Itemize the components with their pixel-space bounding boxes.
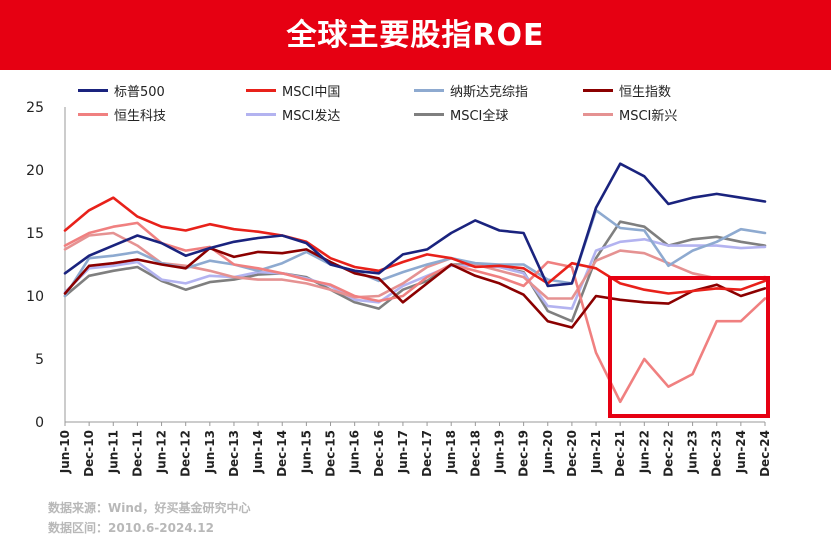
legend-swatch <box>414 88 444 92</box>
series-line-5 <box>63 238 767 310</box>
x-tick-label: Jun-15 <box>299 430 313 474</box>
x-tick-label: Dec-19 <box>517 430 531 477</box>
legend-swatch <box>78 88 108 92</box>
x-tick-label: Jun-17 <box>396 430 410 474</box>
x-tick-label: Dec-11 <box>130 430 144 477</box>
legend-item: MSCI发达 <box>246 104 340 124</box>
x-tick-label: Dec-24 <box>758 430 772 477</box>
y-tick-label: 0 <box>35 415 44 431</box>
legend-label: 标普500 <box>114 84 165 100</box>
x-tick-label: Jun-12 <box>155 430 169 474</box>
x-tick-label: Dec-21 <box>613 430 627 477</box>
title-banner: 全球主要股指ROE <box>0 0 831 70</box>
y-tick-label: 15 <box>26 226 44 242</box>
series-lines <box>63 162 767 404</box>
y-tick-label: 5 <box>35 352 44 368</box>
x-tick-label: Dec-12 <box>179 430 193 477</box>
x-tick-label: Dec-23 <box>710 430 724 477</box>
x-axis: Jun-10 Dec-10 Jun-11 Dec-11 Jun-12 Dec-12 Jun-… <box>58 421 772 477</box>
legend-swatch <box>246 112 276 116</box>
legend-item: 纳斯达克综指 <box>414 80 528 100</box>
legend-label: MSCI中国 <box>282 84 341 100</box>
legend-label: 纳斯达克综指 <box>450 84 529 100</box>
legend-item: 恒生科技 <box>78 104 166 124</box>
x-tick-label: Jun-19 <box>492 430 506 474</box>
y-tick-label: 10 <box>26 289 44 305</box>
x-tick-label: Jun-21 <box>589 430 603 474</box>
series-line-0 <box>63 162 767 288</box>
x-tick-label: Dec-15 <box>324 430 338 477</box>
legend-label: MSCI发达 <box>282 108 341 124</box>
legend-item: MSCI全球 <box>414 104 508 124</box>
x-tick-label: Dec-16 <box>372 430 386 477</box>
y-tick-label: 20 <box>26 163 44 179</box>
legend-label: MSCI新兴 <box>619 108 678 124</box>
legend-swatch <box>246 88 276 92</box>
x-tick-label: Jun-16 <box>348 430 362 474</box>
x-tick-label: Jun-11 <box>106 430 120 474</box>
x-tick-label: Jun-10 <box>58 430 72 474</box>
legend-item: MSCI中国 <box>246 80 340 100</box>
highlight-box <box>608 276 770 418</box>
x-tick-label: Dec-18 <box>468 430 482 477</box>
legend-swatch <box>583 112 613 116</box>
x-tick-label: Jun-24 <box>734 430 748 474</box>
x-tick-label: Jun-20 <box>541 430 555 474</box>
x-tick-label: Dec-14 <box>275 430 289 477</box>
x-tick-label: Jun-23 <box>686 430 700 474</box>
x-tick-label: Dec-10 <box>82 430 96 477</box>
y-tick-label: 25 <box>26 100 44 116</box>
legend-label: 恒生指数 <box>619 84 672 100</box>
legend-item: 标普500 <box>78 80 165 100</box>
x-tick-label: Dec-17 <box>420 430 434 477</box>
x-tick-label: Jun-14 <box>251 430 265 474</box>
x-tick-label: Dec-20 <box>565 430 579 477</box>
legend-label: MSCI全球 <box>450 108 509 124</box>
series-line-3 <box>63 246 767 329</box>
source-note: 数据来源：Wind，好买基金研究中心 数据区间：2010.6-2024.12 <box>48 498 250 538</box>
date-range-line: 数据区间：2010.6-2024.12 <box>48 521 214 535</box>
x-tick-label: Jun-18 <box>444 430 458 474</box>
series-line-4 <box>63 221 767 404</box>
legend-item: MSCI新兴 <box>583 104 677 124</box>
y-axis: 0 5 10 15 20 25 <box>26 100 66 431</box>
x-tick-label: Jun-22 <box>637 430 651 474</box>
x-tick-label: Dec-22 <box>661 430 675 477</box>
source-line: 数据来源：Wind，好买基金研究中心 <box>48 501 251 515</box>
x-tick-label: Dec-13 <box>227 430 241 477</box>
legend-swatch <box>78 112 108 116</box>
series-line-1 <box>63 196 767 295</box>
legend-swatch <box>414 112 444 116</box>
series-line-6 <box>63 220 767 323</box>
page-title: 全球主要股指ROE <box>286 18 545 53</box>
legend-item: 恒生指数 <box>583 80 671 100</box>
chart-legend: 标普500 MSCI中国 纳斯达克综指 恒生指数 恒生科技 MSCI发达 MSC… <box>0 0 831 130</box>
series-line-7 <box>63 231 767 300</box>
legend-swatch <box>583 88 613 92</box>
legend-label: 恒生科技 <box>114 108 167 124</box>
x-tick-label: Jun-13 <box>203 430 217 474</box>
